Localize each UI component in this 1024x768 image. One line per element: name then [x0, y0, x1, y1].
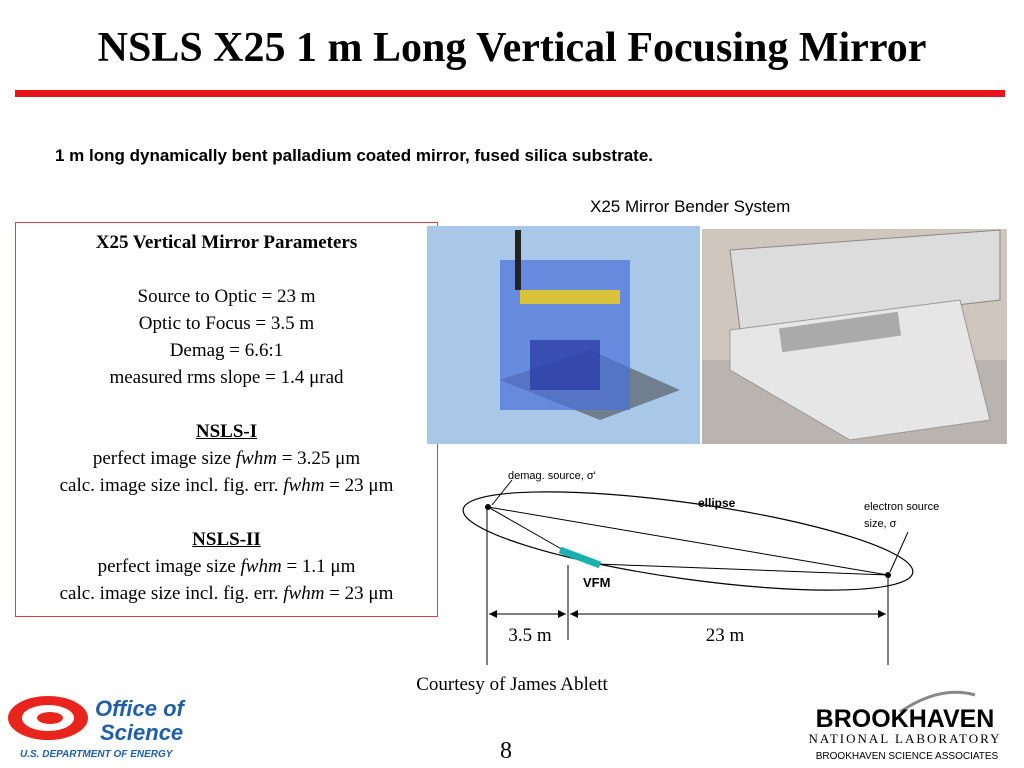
diagram-label: size, σ [864, 518, 897, 530]
param-line: measured rms slope = 1.4 μrad [109, 367, 344, 388]
focus-point [485, 504, 491, 510]
pointer [491, 479, 513, 506]
cad-rail [520, 290, 620, 304]
text: calc. image size incl. fig. err. [59, 583, 284, 604]
section-heading: NSLS-I [195, 421, 258, 442]
cad-block [530, 340, 600, 390]
text: fwhm [235, 448, 277, 469]
text: perfect image size [92, 448, 236, 469]
credit-text: Courtesy of James Ablett [416, 674, 608, 695]
subtitle: 1 m long dynamically bent palladium coat… [55, 146, 654, 165]
cad-post [515, 230, 521, 290]
credit: Courtesy of James Ablett [0, 674, 1024, 696]
text: = 23 μm [324, 583, 394, 604]
ray [487, 506, 889, 576]
param-line: calc. image size incl. fig. err. fwhm = … [16, 580, 437, 607]
ellipse [462, 491, 914, 591]
text: calc. image size incl. fig. err. [59, 475, 284, 496]
logo-text: Office of [95, 696, 187, 721]
slide-title: NSLS X25 1 m Long Vertical Focusing Mirr… [97, 25, 927, 71]
logo-text: NATIONAL LABORATORY [809, 731, 1002, 746]
arrowhead [878, 610, 886, 618]
diagram-label: electron source [864, 501, 939, 513]
param-line: Demag = 6.6:1 [169, 340, 284, 361]
logo-text: BROOKHAVEN SCIENCE ASSOCIATES [816, 751, 999, 762]
dimension-label: 3.5 m [508, 625, 552, 646]
text: fwhm [240, 556, 282, 577]
ray [487, 506, 566, 552]
figure-caption: X25 Mirror Bender System [590, 197, 791, 216]
doe-emblem [37, 712, 63, 724]
param-line: calc. image size incl. fig. err. fwhm = … [16, 472, 437, 499]
ray [597, 563, 889, 576]
diagram-label: demag. source, σ' [508, 470, 596, 482]
param-line: Optic to Focus = 3.5 m [138, 313, 315, 334]
arrowhead [489, 610, 497, 618]
vfm-mirror [558, 546, 602, 569]
diagram-label: VFM [583, 575, 610, 590]
logo-text: Science [100, 720, 183, 745]
logo-text: U.S. DEPARTMENT OF ENERGY [20, 749, 174, 760]
text: fwhm [283, 475, 325, 496]
text: = 1.1 μm [281, 556, 356, 577]
param-line: perfect image size fwhm = 1.1 μm [16, 553, 437, 580]
arrowhead [570, 610, 578, 618]
title-rule [15, 90, 1005, 97]
box-heading: X25 Vertical Mirror Parameters [95, 232, 358, 253]
text: = 23 μm [324, 475, 394, 496]
text: perfect image size [97, 556, 241, 577]
text: = 3.25 μm [276, 448, 361, 469]
page-number: 8 [500, 738, 512, 764]
section-heading: NSLS-II [192, 529, 261, 550]
text: fwhm [283, 583, 325, 604]
pointer [889, 531, 909, 573]
param-line: Source to Optic = 23 m [137, 286, 316, 307]
cylinder [778, 311, 902, 353]
arrowhead [558, 610, 566, 618]
diagram-label: ellipse [698, 496, 736, 510]
bnl-swoosh [899, 690, 976, 714]
dimension-label: 23 m [706, 625, 745, 646]
param-line: perfect image size fwhm = 3.25 μm [16, 445, 437, 472]
logo-text: BROOKHAVEN [816, 705, 995, 733]
parameters-box: X25 Vertical Mirror Parameters Source to… [15, 222, 438, 617]
